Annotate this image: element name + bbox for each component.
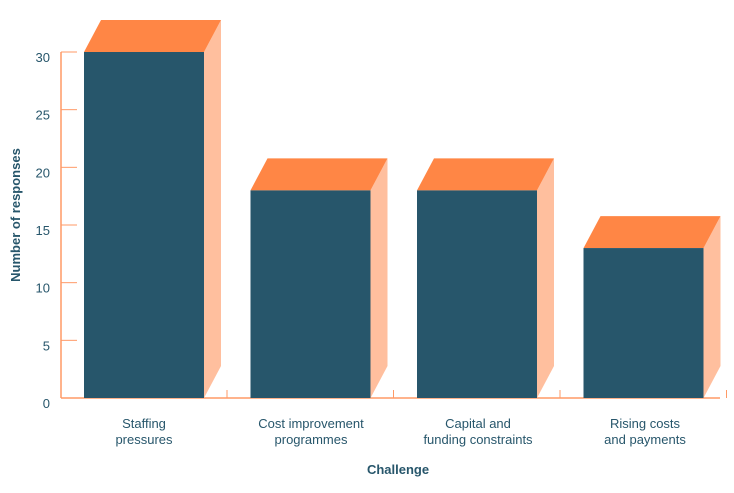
y-tick-label: 15 [36,223,50,238]
x-tick-label: pressures [115,432,173,447]
x-tick-label: Rising costs [610,416,681,431]
y-tick-label: 20 [36,165,50,180]
x-tick-label: Staffing [122,416,166,431]
y-tick-label: 5 [43,338,50,353]
x-axis-title: Challenge [367,462,429,477]
y-axis-title: Number of responses [8,148,23,282]
bar-top [417,158,554,191]
bar-side [703,216,721,398]
y-tick-label: 30 [36,50,50,65]
x-tick-label: funding constraints [423,432,533,447]
bar-top [250,158,388,191]
bar-side [537,158,554,398]
x-tick-label: programmes [275,432,348,447]
x-tick-label: and payments [604,432,686,447]
bar-side [204,20,221,398]
bar-side [370,158,388,398]
x-tick-label: Cost improvement [258,416,364,431]
y-tick-label: 0 [43,396,50,411]
y-tick-label: 25 [36,108,50,123]
bar-top [84,20,221,52]
bar [417,190,537,398]
bar [84,52,204,398]
x-tick-label: Capital and [445,416,511,431]
y-tick-label: 10 [36,281,50,296]
bar [583,248,704,398]
bar-top [583,216,721,249]
bars [84,20,721,398]
bar [250,190,371,398]
